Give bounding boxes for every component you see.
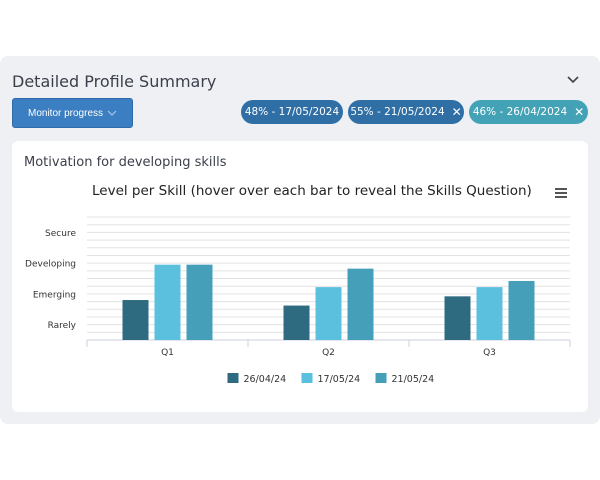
filter-chip[interactable]: 48% - 17/05/2024 xyxy=(241,100,343,124)
legend-swatch xyxy=(301,373,313,383)
bar-chart: Rarely Emerging Developing Secure Q1 Q2 Q3 26/0… xyxy=(25,216,571,385)
bar[interactable] xyxy=(508,280,535,340)
legend-label[interactable]: 17/05/24 xyxy=(318,374,361,385)
bar[interactable] xyxy=(154,264,181,340)
card-title: Motivation for developing skills xyxy=(24,155,227,170)
filter-chip-label: 46% - 26/04/2024 xyxy=(472,106,568,118)
monitor-progress-label: Monitor progress xyxy=(27,107,104,119)
bar[interactable] xyxy=(283,305,310,340)
bar[interactable] xyxy=(315,287,342,340)
filter-chip-label: 48% - 17/05/2024 xyxy=(244,106,340,118)
y-tick-label: Secure xyxy=(45,229,76,239)
legend-label[interactable]: 21/05/24 xyxy=(392,374,435,385)
bar[interactable] xyxy=(476,287,503,340)
bar[interactable] xyxy=(122,300,149,340)
chart-card: Motivation for developing skills Level p… xyxy=(12,141,588,412)
chevron-down-icon[interactable] xyxy=(566,74,580,86)
filter-chip[interactable]: 55% - 21/05/2024 ✕ xyxy=(348,100,464,124)
profile-summary-panel: Detailed Profile Summary Monitor progres… xyxy=(0,56,600,424)
y-tick-label: Rarely xyxy=(48,321,77,331)
bar[interactable] xyxy=(444,296,471,340)
close-icon[interactable]: ✕ xyxy=(451,105,462,119)
x-tick-label: Q2 xyxy=(322,348,335,358)
chevron-down-icon xyxy=(107,110,117,116)
bar[interactable] xyxy=(186,264,213,340)
x-tick-label: Q1 xyxy=(161,348,174,358)
close-icon[interactable]: ✕ xyxy=(574,105,585,119)
y-tick-label: Emerging xyxy=(33,290,76,300)
hamburger-menu-icon[interactable] xyxy=(555,188,567,198)
panel-title: Detailed Profile Summary xyxy=(12,72,217,91)
chart-title: Level per Skill (hover over each bar to … xyxy=(92,183,532,199)
bar[interactable] xyxy=(347,268,374,340)
filter-chip[interactable]: 46% - 26/04/2024 ✕ xyxy=(469,100,588,124)
legend-swatch xyxy=(375,373,387,383)
filter-chip-label: 55% - 21/05/2024 xyxy=(350,106,445,118)
x-tick-label: Q3 xyxy=(483,348,496,358)
y-tick-label: Developing xyxy=(25,260,76,270)
legend-swatch xyxy=(227,373,239,383)
monitor-progress-dropdown[interactable]: Monitor progress xyxy=(12,98,133,128)
legend-label[interactable]: 26/04/24 xyxy=(244,374,287,385)
